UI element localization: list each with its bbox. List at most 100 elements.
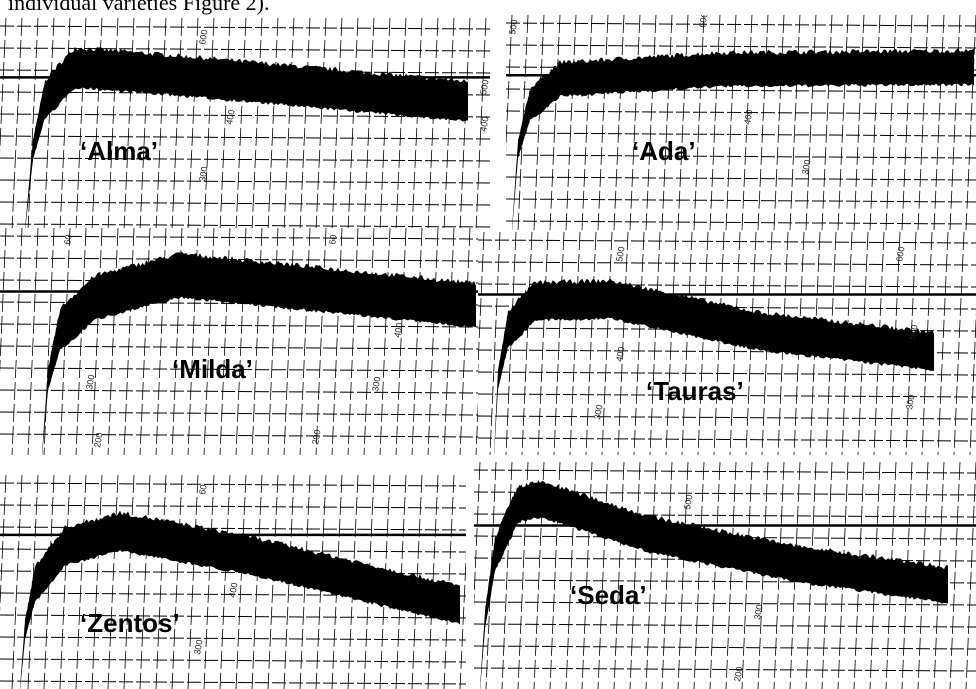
recording-curve: [480, 480, 948, 689]
paper-grid-v: [443, 475, 455, 689]
paper-grid-h: [0, 157, 490, 162]
paper-grid-v: [741, 15, 753, 230]
paper-grid-v: [75, 475, 87, 689]
paper-grid-v: [901, 15, 913, 230]
panel: 500 300 200 ‘Seda’: [474, 462, 976, 689]
paper-grid-v: [107, 475, 119, 689]
paper-grid-v: [411, 228, 423, 455]
paper-grid-v: [27, 475, 39, 689]
paper-grid-v: [139, 18, 151, 230]
paper-grid-v: [427, 228, 439, 455]
paper-grid-v: [331, 228, 343, 455]
scale-label: 300: [192, 639, 204, 656]
paper-grid-v: [59, 475, 71, 689]
paper-grid-v: [171, 18, 183, 230]
paper-grid-h: [506, 22, 976, 27]
paper-grid-v: [43, 18, 55, 230]
recording-curve: [20, 510, 460, 689]
paper-grid-v: [681, 232, 693, 455]
paper-grid-v: [645, 462, 657, 689]
paper-grid-v: [501, 462, 513, 689]
variety-label: ‘Seda’: [570, 580, 647, 610]
paper-grid-v: [789, 15, 801, 230]
variety-label: ‘Zentos’: [80, 608, 180, 638]
paper-grid-h: [474, 667, 976, 672]
paper-grid-h: [478, 371, 976, 376]
paper-grid-v: [853, 15, 865, 230]
paper-grid-h: [0, 345, 478, 350]
paper-grid-v: [837, 15, 849, 230]
scale-label: 400: [742, 109, 754, 126]
paper-grid-h: [0, 592, 466, 597]
paper-grid-v: [661, 462, 673, 689]
paper-grid-v: [613, 462, 625, 689]
paper-grid-v: [363, 475, 375, 689]
variety-label: ‘Ada’: [632, 136, 696, 166]
paper-grid-v: [11, 475, 23, 689]
scale-label: 60: [327, 234, 339, 246]
paper-grid-v: [565, 15, 577, 230]
paper-grid-v: [379, 475, 391, 689]
scale-label: 400: [227, 582, 239, 599]
scale-label: 400: [614, 346, 626, 363]
paper-grid-v: [665, 232, 677, 455]
scale-label: 200: [92, 432, 104, 449]
paper-grid-h: [0, 614, 466, 619]
paper-grid-v: [379, 228, 391, 455]
paper-grid-v: [933, 15, 945, 230]
recording-curve: [494, 278, 934, 455]
paper-grid-v: [299, 18, 311, 230]
paper-grid-v: [267, 475, 279, 689]
scale-label: 400: [478, 116, 490, 133]
paper-grid-v: [649, 232, 661, 455]
paper-grid-h: [0, 235, 478, 240]
paper-grid-v: [11, 18, 23, 230]
scale-label: 500: [907, 324, 919, 341]
paper-grid-h: [478, 261, 976, 266]
paper-grid-h: [0, 135, 490, 140]
paper-grid-v: [11, 228, 23, 455]
paper-grid-v: [235, 18, 247, 230]
panel: 500 600 400 300 ‘Ada’: [506, 15, 976, 230]
paper-grid-v: [395, 18, 407, 230]
paper-grid-h: [506, 220, 976, 225]
paper-grid-h: [474, 513, 976, 518]
paper-grid-v: [937, 232, 949, 455]
paper-grid-v: [629, 462, 641, 689]
paper-grid-v: [91, 475, 103, 689]
paper-grid-v: [331, 475, 343, 689]
paper-grid-h: [478, 239, 976, 244]
paper-grid-v: [965, 462, 976, 689]
paper-grid-v: [395, 475, 407, 689]
paper-grid-v: [677, 15, 689, 230]
paper-grid-v: [123, 475, 135, 689]
scale-label: 300: [800, 159, 812, 176]
paper-grid-v: [537, 232, 549, 455]
paper-grid-v: [489, 232, 501, 455]
paper-grid-v: [331, 18, 343, 230]
panel: 600 500 400 400 300 ‘Alma’: [0, 18, 490, 230]
paper-grid-v: [0, 228, 7, 374]
paper-grid-v: [475, 18, 487, 230]
paper-grid-h: [474, 491, 976, 496]
paper-grid-v: [443, 18, 455, 230]
variety-label: ‘Tauras’: [646, 376, 744, 406]
variety-label: ‘Alma’: [80, 136, 158, 166]
paper-grid-v: [661, 15, 673, 230]
paper-grid-v: [474, 462, 481, 608]
paper-grid-h: [478, 415, 976, 420]
paper-grid-v: [533, 15, 545, 230]
paper-grid-v: [969, 312, 976, 455]
paper-grid-v: [677, 462, 689, 689]
paper-grid-v: [411, 18, 423, 230]
recording-curve: [42, 251, 476, 455]
scale-label: 300: [370, 376, 382, 393]
paper-grid-v: [235, 475, 247, 689]
paper-grid-v: [91, 228, 103, 455]
paper-grid-h: [506, 154, 976, 159]
paper-grid-h: [0, 223, 490, 228]
paper-grid-v: [459, 228, 471, 455]
variety-label: ‘Milda’: [172, 354, 253, 384]
